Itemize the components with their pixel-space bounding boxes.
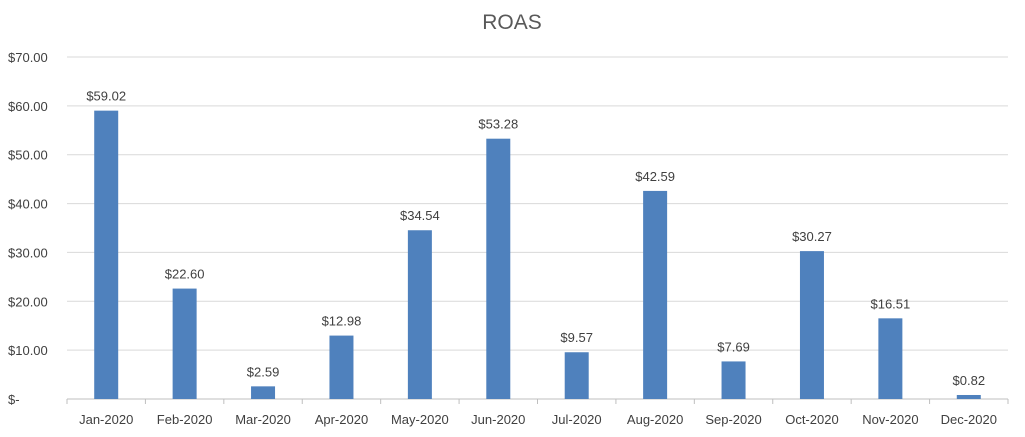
y-tick-label: $70.00 xyxy=(8,50,48,65)
data-label: $2.59 xyxy=(247,364,280,379)
y-tick-label: $20.00 xyxy=(8,294,48,309)
y-tick-label: $60.00 xyxy=(8,99,48,114)
data-label: $34.54 xyxy=(400,208,440,223)
data-label: $16.51 xyxy=(870,296,910,311)
x-tick-label: Dec-2020 xyxy=(941,412,997,427)
y-axis-tick-labels: $- $10.00 $20.00 $30.00 $40.00 $50.00 $60.00 $7… xyxy=(8,50,48,407)
x-tick-label: Oct-2020 xyxy=(785,412,838,427)
x-axis-tick-labels: Jan-2020 Feb-2020 Mar-2020 Apr-2020 May-2020… xyxy=(79,412,997,427)
data-label: $9.57 xyxy=(560,330,593,345)
data-label: $59.02 xyxy=(86,89,126,104)
y-tick-label: $40.00 xyxy=(8,197,48,212)
bar-dec-2020 xyxy=(956,394,981,399)
data-label: $0.82 xyxy=(953,373,986,388)
bar-jun-2020 xyxy=(486,138,511,399)
data-label: $7.69 xyxy=(717,339,750,354)
bar-feb-2020 xyxy=(172,288,197,399)
bar-jan-2020 xyxy=(94,110,119,399)
bar-oct-2020 xyxy=(799,251,824,399)
x-tick-label: Apr-2020 xyxy=(315,412,368,427)
bar-sep-2020 xyxy=(721,361,746,399)
bar-aug-2020 xyxy=(643,190,668,399)
x-tick-label: Jul-2020 xyxy=(552,412,602,427)
x-tick-label: Mar-2020 xyxy=(235,412,291,427)
bar-mar-2020 xyxy=(251,386,276,399)
data-label: $22.60 xyxy=(165,267,205,282)
y-tick-label: $10.00 xyxy=(8,343,48,358)
x-tick-label: May-2020 xyxy=(391,412,449,427)
data-label: $53.28 xyxy=(478,117,518,132)
chart-title: ROAS xyxy=(482,11,542,34)
x-tick-label: Jan-2020 xyxy=(79,412,133,427)
bar-apr-2020 xyxy=(329,335,354,399)
gridlines xyxy=(66,56,1009,404)
x-tick-label: Sep-2020 xyxy=(705,412,761,427)
bar-jul-2020 xyxy=(564,352,589,399)
y-tick-label: $- xyxy=(8,392,20,407)
data-labels: $59.02 $22.60 $2.59 $12.98 $34.54 $53.28 $9.57… xyxy=(86,89,985,388)
x-tick-label: Aug-2020 xyxy=(627,412,683,427)
data-label: $12.98 xyxy=(322,314,362,329)
y-tick-label: $30.00 xyxy=(8,245,48,260)
y-tick-label: $50.00 xyxy=(8,148,48,163)
x-tick-label: Feb-2020 xyxy=(157,412,213,427)
bar-may-2020 xyxy=(407,230,432,399)
data-label: $42.59 xyxy=(635,169,675,184)
bar-nov-2020 xyxy=(878,318,903,399)
bars xyxy=(94,110,981,399)
data-label: $30.27 xyxy=(792,229,832,244)
x-tick-label: Jun-2020 xyxy=(471,412,525,427)
x-tick-label: Nov-2020 xyxy=(862,412,918,427)
